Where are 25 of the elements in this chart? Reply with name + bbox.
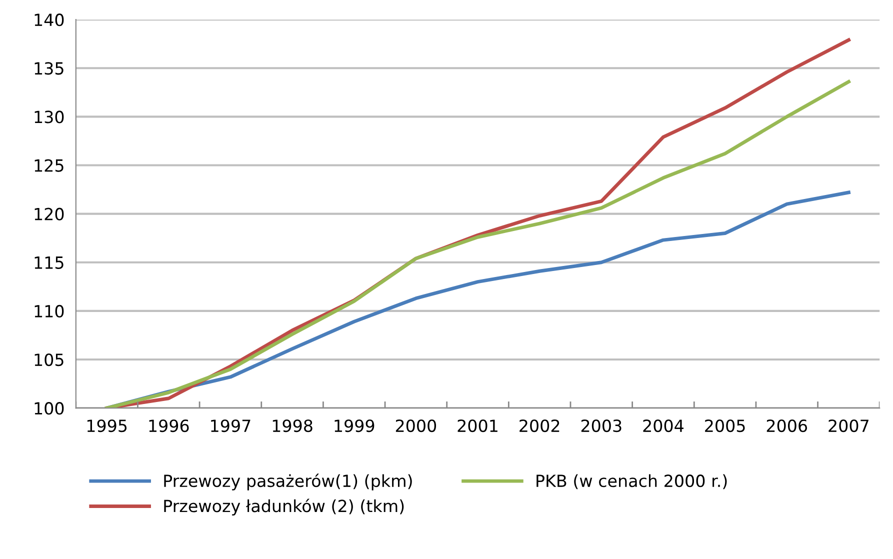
legend-label: PKB (w cenach 2000 r.) (536, 474, 727, 490)
y-tick-label: 130 (34, 110, 64, 124)
y-tick-label: 105 (34, 353, 64, 366)
x-tick-label: 2004 (643, 419, 684, 432)
x-tick-label: 1998 (272, 419, 312, 432)
x-tick-label: 1997 (211, 419, 250, 432)
legend-label: Przewozy pasażerów(1) (pkm) (164, 474, 412, 490)
x-tick-label: 1996 (149, 419, 189, 432)
y-tick-label: 135 (34, 62, 64, 75)
x-tick-label: 2007 (828, 419, 868, 432)
y-tick-label: 125 (34, 159, 64, 172)
x-tick-label: 2006 (766, 419, 808, 432)
y-tick-label: 110 (34, 304, 64, 318)
y-tick-label: 100 (34, 402, 64, 415)
y-tick-label: 120 (34, 208, 64, 220)
x-tick-label: 2001 (458, 419, 498, 432)
x-tick-label: 2005 (705, 419, 745, 432)
x-tick-label: 1999 (334, 419, 374, 432)
y-tick-label: 115 (34, 256, 64, 269)
x-tick-label: 2003 (581, 419, 622, 432)
x-tick-label: 2000 (396, 419, 436, 432)
legend-label: Przewozy ładunków (2) (tkm) (164, 498, 404, 516)
x-tick-label: 2002 (520, 419, 560, 432)
y-tick-label: 140 (34, 14, 64, 26)
x-tick-label: 1995 (87, 419, 127, 432)
